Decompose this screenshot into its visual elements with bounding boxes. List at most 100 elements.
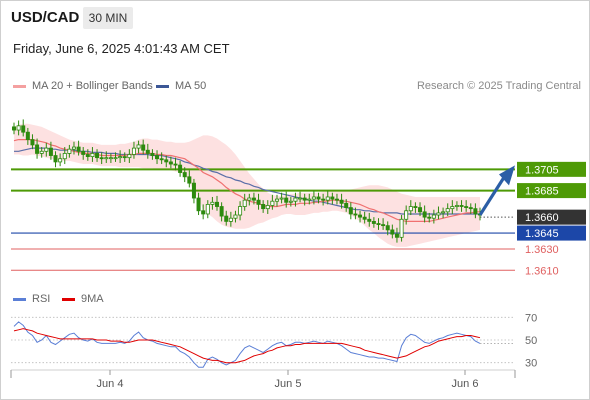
candle-body	[224, 215, 229, 222]
candle-body	[274, 198, 279, 202]
candle-body	[270, 200, 275, 206]
candle-body	[450, 206, 455, 210]
candle-body	[422, 211, 427, 218]
forecast-arrow-head-icon	[499, 165, 515, 186]
ma50-line	[14, 147, 480, 215]
candle-body	[404, 210, 409, 220]
candle-body	[108, 157, 113, 160]
candle-body	[67, 148, 72, 154]
candle-body	[371, 220, 376, 224]
candle-body	[196, 197, 201, 212]
legend-ma50-label: MA 50	[175, 80, 207, 92]
candle-body	[339, 199, 344, 204]
candle-body	[95, 153, 100, 159]
credit-label: Research © 2025 Trading Central	[416, 80, 581, 92]
candle-body	[265, 205, 270, 210]
candle-body	[71, 146, 76, 150]
candle-body	[358, 214, 363, 218]
rsi-tick-50: 50	[525, 335, 537, 347]
candle-body	[39, 150, 44, 154]
candle-body	[58, 158, 63, 163]
candle-body	[330, 196, 335, 200]
candle-body	[145, 149, 150, 154]
legend-9ma: 9MA	[62, 293, 104, 305]
candle-body	[104, 157, 109, 160]
legend-ma20-label: MA 20 + Bollinger Bands	[32, 80, 153, 92]
timeframe-badge[interactable]: 30 MIN	[83, 7, 133, 29]
candle-body	[136, 144, 141, 149]
candle-body	[473, 208, 478, 215]
candle-body	[168, 161, 173, 165]
candle-body	[256, 199, 261, 205]
candle-body	[187, 176, 192, 184]
candle-body	[219, 206, 224, 217]
bollinger-band	[14, 123, 480, 247]
level-label-1.3705: 1.3705	[525, 164, 559, 176]
candle-body	[441, 211, 446, 214]
candle-body	[35, 144, 40, 154]
candle-body	[228, 217, 233, 222]
level-label-1.3630: 1.3630	[525, 244, 559, 256]
level-tag-1.3705	[517, 161, 586, 177]
legend-rsi: RSI	[13, 293, 50, 305]
candle-body	[445, 208, 450, 213]
level-label-1.3645: 1.3645	[525, 228, 559, 240]
candle-body	[413, 206, 418, 208]
legend-ma20: MA 20 + Bollinger Bands	[13, 80, 153, 92]
candle-body	[44, 147, 49, 152]
candle-body	[344, 202, 349, 208]
candle-body	[321, 198, 326, 201]
candle-body	[468, 207, 473, 210]
candle-body	[25, 131, 30, 141]
candle-body	[210, 201, 215, 205]
candle-body	[399, 218, 404, 238]
level-label-1.3660: 1.3660	[525, 212, 559, 224]
ma20-swatch-icon	[13, 84, 26, 88]
candle-body	[348, 207, 353, 215]
candle-body	[381, 224, 386, 227]
candle-body	[122, 156, 127, 159]
candle-body	[21, 125, 26, 133]
candle-body	[454, 205, 459, 207]
level-label-1.3685: 1.3685	[525, 186, 559, 198]
candle-body	[191, 182, 196, 199]
datetime-label: Friday, June 6, 2025 4:01:43 AM CET	[13, 41, 230, 56]
candle-body	[408, 206, 413, 212]
candle-body	[307, 198, 312, 201]
candle-body	[316, 196, 321, 200]
legend-rsi-label: RSI	[32, 293, 51, 305]
candle-body	[288, 200, 293, 203]
candle-body	[99, 157, 104, 160]
candle-body	[298, 197, 303, 200]
ma50-swatch-icon	[156, 84, 169, 88]
candle-body	[261, 204, 266, 210]
candle-body	[362, 216, 367, 220]
candle-body	[48, 147, 53, 156]
candle-body	[155, 155, 160, 160]
candle-body	[325, 196, 330, 201]
x-tick-label: Jun 5	[275, 378, 302, 390]
candle-body	[76, 146, 81, 152]
candle-body	[159, 158, 164, 161]
candle-body	[205, 204, 210, 215]
candle-body	[418, 207, 423, 213]
candle-body	[247, 197, 252, 201]
candle-body	[279, 197, 284, 200]
candle-body	[353, 213, 358, 216]
rsi-swatch-icon	[13, 297, 26, 301]
candle-body	[459, 205, 464, 207]
candle-body	[238, 206, 243, 216]
candle-body	[284, 197, 289, 203]
candle-body	[431, 214, 436, 219]
legend-9ma-label: 9MA	[81, 293, 104, 305]
level-tag-1.3660	[517, 209, 586, 225]
candle-body	[201, 210, 206, 215]
candle-body	[233, 214, 238, 219]
legend-ma50: MA 50	[156, 80, 206, 92]
candle-body	[367, 218, 372, 222]
rsi-line	[13, 321, 481, 368]
candle-body	[427, 216, 432, 219]
candle-body	[385, 225, 390, 231]
candle-body	[131, 147, 136, 155]
